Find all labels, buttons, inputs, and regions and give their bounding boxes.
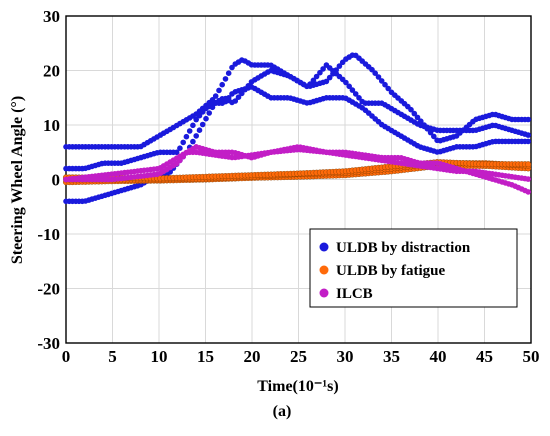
y-tick-label: 0 <box>52 171 61 190</box>
data-point <box>352 91 359 97</box>
legend-marker-1 <box>319 242 329 252</box>
data-point <box>193 116 199 123</box>
data-point <box>196 112 203 119</box>
data-point <box>225 70 232 76</box>
y-tick-label: 10 <box>43 116 60 135</box>
y-tick-label: -10 <box>37 225 60 244</box>
data-point <box>336 63 343 69</box>
data-point <box>216 87 222 94</box>
x-tick-label: 50 <box>523 347 540 366</box>
series-1 <box>63 52 531 205</box>
legend: ULDB by distraction ULDB by fatigue ILCB <box>309 228 518 308</box>
x-tick-label: 25 <box>290 347 307 366</box>
data-point <box>183 133 190 140</box>
data-point <box>525 189 531 195</box>
data-point <box>173 149 180 156</box>
x-tick-label: 20 <box>244 347 261 366</box>
data-point <box>203 115 209 122</box>
x-tick-label: 0 <box>62 347 71 366</box>
y-tick-label: 30 <box>43 7 60 26</box>
data-point <box>431 133 437 140</box>
data-point <box>190 122 196 129</box>
data-point <box>525 161 532 168</box>
data-point <box>206 110 212 116</box>
data-point <box>349 87 356 93</box>
data-point <box>199 121 206 128</box>
data-point <box>209 104 216 111</box>
data-point <box>317 69 323 76</box>
x-tick-label: 35 <box>383 347 400 366</box>
data-point <box>414 114 421 121</box>
data-point <box>232 98 239 104</box>
tick-labels: 0 5 10 15 20 25 30 35 40 45 50 -30 -20 -10 0 10 20 30 <box>37 7 539 366</box>
legend-label-1: ULDB by distraction <box>336 240 471 256</box>
legend-box <box>309 228 518 308</box>
data-point <box>193 133 199 139</box>
x-tick-label: 40 <box>430 347 447 366</box>
data-point <box>378 78 385 84</box>
x-tick-label: 45 <box>476 347 493 366</box>
data-point <box>356 95 362 101</box>
data-point <box>323 78 330 85</box>
data-point <box>382 81 388 88</box>
data-point <box>408 106 414 113</box>
data-point <box>245 83 252 89</box>
data-point <box>177 145 183 151</box>
data-point <box>343 79 349 86</box>
data-point <box>212 93 219 99</box>
data-point <box>235 94 242 100</box>
data-point <box>320 66 326 72</box>
x-tick-label: 5 <box>108 347 117 366</box>
data-point <box>326 74 333 81</box>
data-point <box>199 109 206 115</box>
data-point <box>186 128 193 134</box>
data-point <box>525 138 531 145</box>
y-axis-label: Steering Wheel Angle (°) <box>9 96 26 264</box>
data-point <box>239 90 245 97</box>
data-point <box>375 74 382 80</box>
data-point <box>525 132 531 138</box>
data-point <box>242 86 248 93</box>
legend-marker-3 <box>319 288 329 298</box>
data-point <box>219 81 225 88</box>
series-3 <box>63 144 531 195</box>
data-point <box>229 64 235 71</box>
data-point <box>525 176 531 182</box>
figure-caption: (a) <box>273 403 292 420</box>
data-point <box>222 76 229 82</box>
legend-marker-2 <box>319 265 329 275</box>
data-point <box>310 77 317 84</box>
x-axis-label: Time(10⁻¹s) <box>257 378 338 395</box>
legend-label-2: ULDB by fatigue <box>336 263 446 279</box>
data-point <box>346 83 353 90</box>
x-tick-label: 30 <box>337 347 354 366</box>
data-point <box>525 116 531 123</box>
data-point <box>307 81 313 87</box>
x-tick-label: 10 <box>151 347 168 366</box>
y-tick-label: -30 <box>37 334 60 353</box>
data-point <box>196 127 203 133</box>
x-tick-label: 15 <box>197 347 214 366</box>
data-point <box>313 73 320 80</box>
data-points <box>63 52 532 205</box>
y-tick-label: 20 <box>43 62 60 81</box>
data-point <box>180 139 186 146</box>
data-point <box>385 85 392 92</box>
data-point <box>190 138 196 145</box>
y-tick-label: -20 <box>37 280 60 299</box>
data-point <box>411 110 418 117</box>
data-point <box>372 70 379 76</box>
legend-label-3: ILCB <box>336 286 373 302</box>
